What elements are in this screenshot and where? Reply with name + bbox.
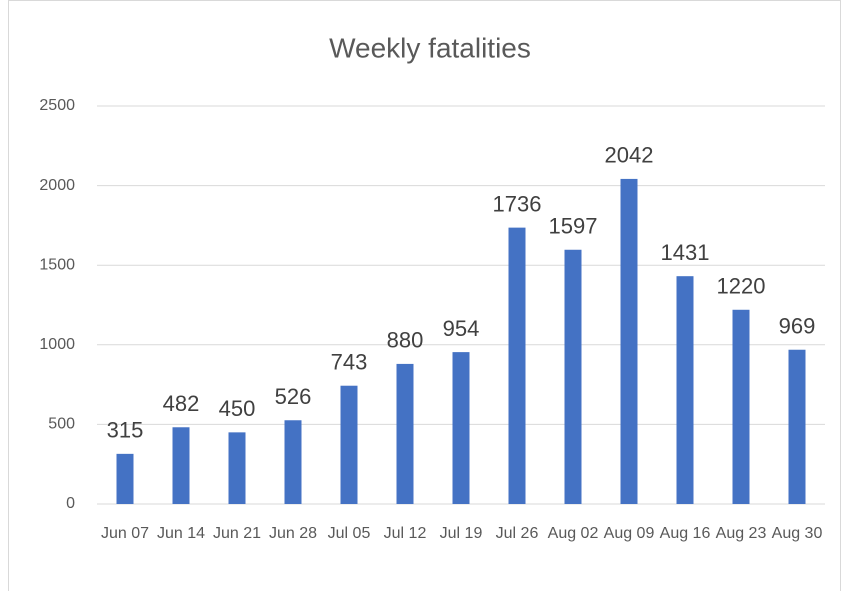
bar bbox=[508, 227, 526, 505]
bar bbox=[732, 309, 750, 504]
x-tick-label: Jun 28 bbox=[269, 525, 317, 542]
bar bbox=[228, 432, 246, 504]
x-tick-label: Jun 21 bbox=[213, 525, 261, 542]
x-tick-label: Aug 09 bbox=[604, 525, 655, 542]
y-tick-label: 500 bbox=[48, 416, 75, 433]
bar bbox=[564, 249, 582, 504]
data-label: 954 bbox=[443, 316, 480, 341]
y-tick-label: 2000 bbox=[39, 177, 75, 194]
x-tick-label: Jul 05 bbox=[328, 525, 371, 542]
bar bbox=[620, 178, 638, 504]
data-label: 1736 bbox=[493, 191, 542, 216]
data-label: 743 bbox=[331, 350, 368, 375]
bar bbox=[396, 363, 414, 504]
data-label: 526 bbox=[275, 384, 312, 409]
bar bbox=[452, 352, 470, 504]
data-label: 2042 bbox=[605, 143, 654, 168]
bar bbox=[788, 349, 806, 504]
x-tick-label: Jun 14 bbox=[157, 525, 205, 542]
x-tick-label: Aug 30 bbox=[772, 525, 823, 542]
y-tick-label: 0 bbox=[66, 495, 75, 512]
chart-frame bbox=[8, 0, 841, 591]
data-label: 1220 bbox=[717, 274, 766, 299]
x-tick-label: Jul 19 bbox=[440, 525, 483, 542]
y-tick-label: 2500 bbox=[39, 97, 75, 114]
bar bbox=[172, 427, 190, 504]
y-tick-label: 1000 bbox=[39, 336, 75, 353]
y-tick-label: 1500 bbox=[39, 256, 75, 273]
chart-title: Weekly fatalities bbox=[329, 32, 531, 63]
bar bbox=[284, 420, 302, 504]
bar bbox=[676, 276, 694, 504]
x-tick-label: Aug 16 bbox=[660, 525, 711, 542]
data-label: 969 bbox=[779, 314, 816, 339]
bar bbox=[116, 453, 134, 504]
x-tick-label: Aug 23 bbox=[716, 525, 767, 542]
data-label: 450 bbox=[219, 396, 256, 421]
x-tick-label: Jun 07 bbox=[101, 525, 149, 542]
x-tick-label: Jul 26 bbox=[496, 525, 539, 542]
x-tick-label: Jul 12 bbox=[384, 525, 427, 542]
bar bbox=[340, 385, 358, 504]
data-label: 1431 bbox=[661, 240, 710, 265]
data-label: 482 bbox=[163, 391, 200, 416]
data-label: 1597 bbox=[549, 214, 598, 239]
x-tick-label: Aug 02 bbox=[548, 525, 599, 542]
data-label: 880 bbox=[387, 328, 424, 353]
data-label: 315 bbox=[107, 418, 144, 443]
